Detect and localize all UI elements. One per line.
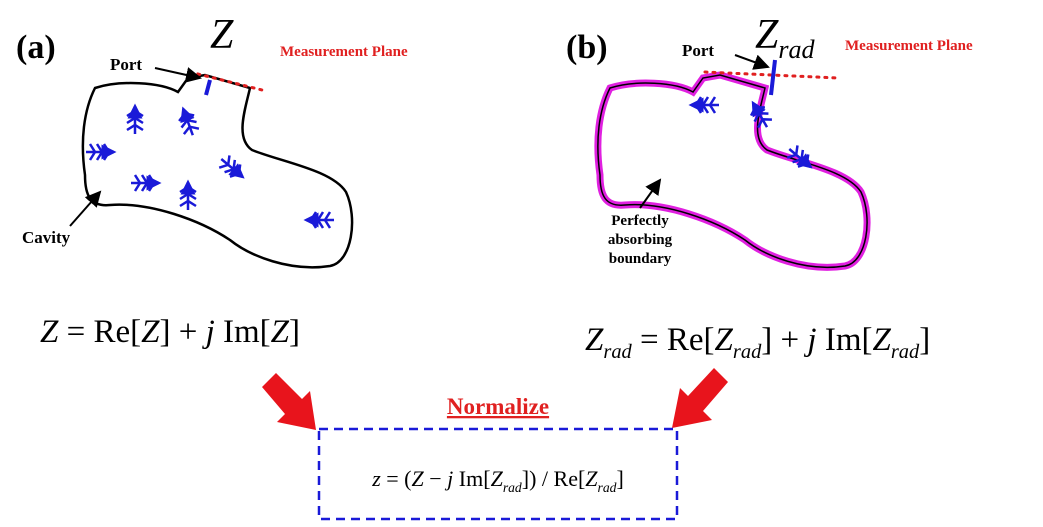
text-part: rad [503,480,522,495]
text-part: Z [585,466,598,491]
text-part: Z [141,314,160,350]
cavity-arrow [70,192,100,226]
boundary-label: Perfectly absorbing boundary [608,213,673,267]
text-part: Im[ [817,322,873,358]
text-part: Z [491,466,504,491]
normalized-equation: z = (Z − j Im[Zrad]) / Re[Zrad] [371,466,624,495]
wave-icon [784,143,816,173]
red-arrow [672,368,728,428]
red-arrow [262,373,316,430]
text-part: rad [891,341,920,363]
measurement-plane-label: Measurement Plane [280,44,408,60]
equation: Zrad = Re[Zrad] + j Im[Zrad] [585,322,930,363]
text-part: rad [733,341,762,363]
text-part: ]) / Re[ [522,466,586,491]
text-part: Z [412,466,425,491]
text-part: Z [271,314,290,350]
wave-icon [306,212,334,228]
text-part: Z [585,322,604,358]
normalize-title: Normalize [447,394,549,419]
text-part: = ( [381,466,412,491]
cavity-label: Cavity [22,228,71,247]
text-part: Z [872,322,891,358]
text-part: z [371,466,381,491]
text-part: Z [715,322,734,358]
text-part: ] [919,322,930,358]
text-part: rad [603,341,632,363]
normalize-section: Normalize z = (Z − j Im[Zrad]) / Re[Zrad… [262,368,728,519]
text-part: Perfectly [611,213,669,229]
text-part: rad [778,35,815,64]
text-part: rad [598,480,617,495]
text-part: ] + [761,322,807,358]
wave-icon [131,175,159,191]
panel-label: (b) [566,29,608,66]
diagram: (a) Z Port Measurement Plane Cavity Z = … [0,0,1043,527]
text-part: Im[ [215,314,271,350]
text-part: ] [289,314,300,350]
port-label: Port [682,41,714,60]
text-part: Z [755,12,779,58]
text-part: = Re[ [58,314,141,350]
impedance-label: Z [210,12,234,58]
text-part: absorbing [608,232,673,248]
panel-b: (b) Zrad Port Measurement Plane Perfectl… [566,12,973,363]
impedance-label: Zrad [755,12,816,64]
panel-label: (a) [16,29,56,66]
panel-a: (a) Z Port Measurement Plane Cavity Z = … [16,12,408,350]
port [206,80,210,95]
text-part: − [424,466,447,491]
equation: Z = Re[Z] + j Im[Z] [40,314,300,350]
text-part: ] + [159,314,205,350]
wave-icon [216,153,248,183]
wave-icon [691,97,719,113]
wave-icon [86,144,114,160]
cavity-outline [83,75,352,267]
text-part: ] [616,466,623,491]
port-label: Port [110,55,142,74]
text-part: Z [40,314,59,350]
measurement-plane-label: Measurement Plane [845,38,973,54]
text-part: = Re[ [632,322,715,358]
wave-icon [176,106,201,138]
wave-icon [180,182,196,210]
text-part: boundary [609,251,672,267]
wave-icon [127,106,143,134]
text-part: Im[ [453,466,490,491]
port [771,60,775,95]
